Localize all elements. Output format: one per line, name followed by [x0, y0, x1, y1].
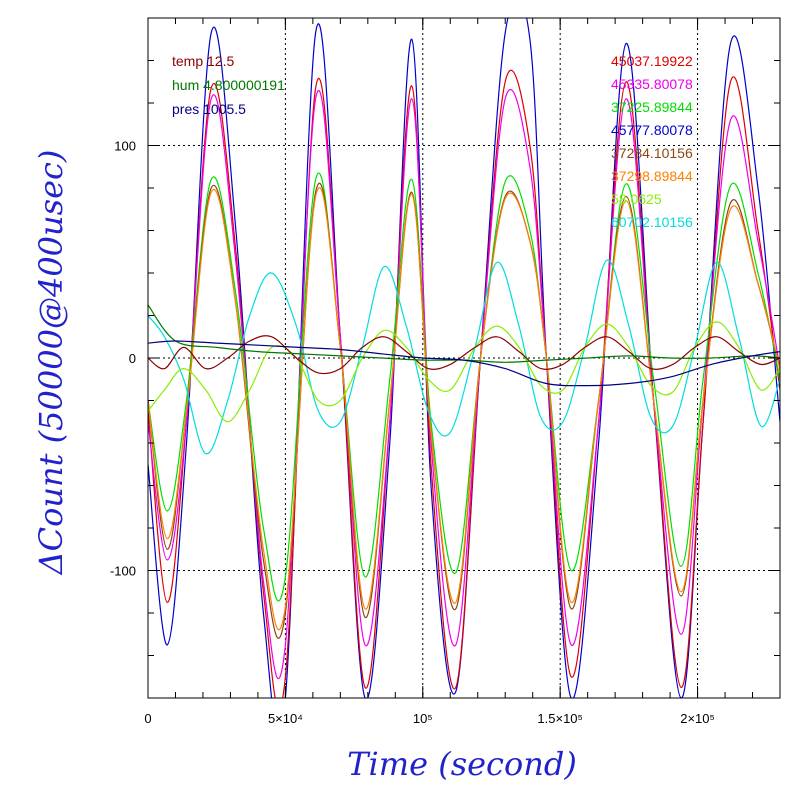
series-line-7	[148, 321, 780, 423]
series-line-10	[148, 340, 780, 387]
series-line-8	[148, 335, 780, 375]
legend-right: 45037.19922 45335.80078 37225.89844 45777.8…	[611, 53, 693, 230]
legend-right-entry: 60702.10156	[611, 214, 693, 230]
legend-right-entry: 45777.80078	[611, 122, 693, 138]
y-tick-label: 100	[114, 139, 136, 154]
series-layer	[148, 18, 780, 698]
x-tick-label: 2×10⁵	[680, 711, 715, 726]
series-line-6	[148, 259, 780, 455]
legend-left-entry: hum 4.800000191	[172, 77, 285, 93]
legend-left: temp 12.5 hum 4.800000191 pres 1005.5	[172, 53, 285, 117]
legend-left-entry: pres 1005.5	[172, 101, 246, 117]
x-tick-label: 5×10⁴	[268, 711, 303, 726]
series-line-3	[148, 172, 780, 602]
legend-left-entry: temp 12.5	[172, 53, 234, 69]
legend-right-entry: 58.0625	[611, 191, 662, 207]
x-tick-label: 0	[144, 711, 151, 726]
y-tick-label: 0	[129, 351, 136, 366]
legend-right-entry: 37225.89844	[611, 99, 693, 115]
legend-right-entry: 45335.80078	[611, 76, 693, 92]
ticks: 0 5×10⁴ 10⁵ 1.5×10⁵ 2×10⁵ -100 0 100	[110, 17, 781, 726]
y-axis-title: ΔCount (50000@400usec)	[32, 150, 70, 577]
x-axis-title: Time (second)	[347, 745, 577, 783]
series-line-5	[148, 187, 780, 631]
x-tick-label: 1.5×10⁵	[537, 711, 583, 726]
legend-right-entry: 37298.89844	[611, 168, 693, 184]
x-tick-label: 10⁵	[413, 711, 433, 726]
y-tick-label: -100	[110, 564, 136, 579]
legend-right-entry: 37284.10156	[611, 145, 693, 161]
legend-right-entry: 45037.19922	[611, 53, 693, 69]
